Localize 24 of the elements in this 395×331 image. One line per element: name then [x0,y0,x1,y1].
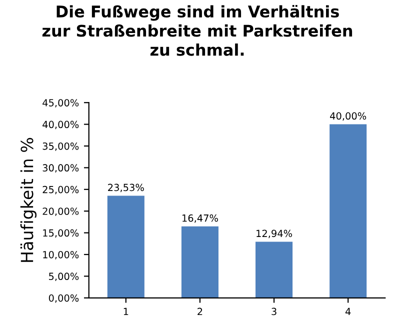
data-label: 16,47% [182,214,218,223]
y-tick-label: 5,00% [49,272,79,282]
x-tick-label: 2 [198,308,202,316]
y-tick-label: 10,00% [43,250,79,260]
x-tick-label: 4 [345,308,351,316]
y-tick-label: 40,00% [42,120,79,130]
y-tick-label: 0,00% [48,294,79,303]
bar [330,124,367,298]
data-label: 23,53% [108,184,144,192]
x-tick-label: 1 [124,308,128,316]
x-tick-label: 3 [272,308,276,316]
chart-title: Die Fußwege sind im Verhältnis zur Straßenbreite mit Parkstreifen zu schmal. [42,4,352,56]
y-tick-label: 20,00% [42,208,79,216]
data-label: 12,94% [256,230,292,238]
y-tick-label: 25,00% [42,186,79,194]
y-tick-label: 35,00% [42,142,79,151]
y-tick-label: 45,00% [42,99,79,108]
bar [256,242,293,298]
y-axis-title: Häufigkeit in % [20,138,37,262]
bar [107,196,144,298]
y-tick-label: 15,00% [43,229,79,238]
bar [181,226,218,298]
data-label: 40,00% [330,112,366,121]
y-tick-label: 30,00% [42,164,79,173]
